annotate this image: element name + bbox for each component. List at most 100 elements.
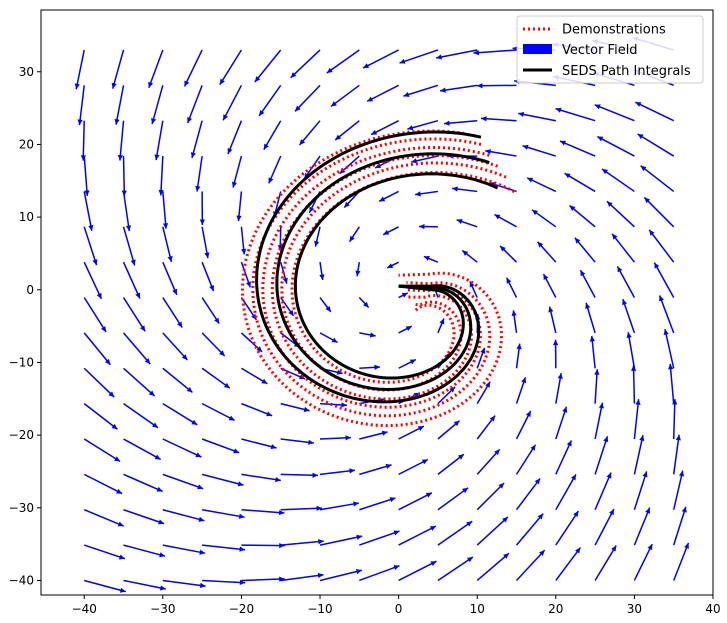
vector-arrow <box>148 49 164 89</box>
vector-arrow <box>123 473 163 493</box>
vector-arrow <box>476 415 496 440</box>
legend-vector-field-label: Vector Field <box>562 43 638 58</box>
vector-arrow <box>399 49 439 64</box>
vector-arrow <box>154 120 164 161</box>
vector-arrow <box>162 544 206 555</box>
vector-arrow <box>122 226 136 266</box>
vector-arrow <box>531 209 557 228</box>
vector-arrow <box>398 492 433 511</box>
vector-arrow <box>241 402 273 417</box>
vector-arrow <box>606 200 635 228</box>
vector-arrow <box>201 438 240 454</box>
vector-arrow <box>111 49 125 89</box>
vector-arrow <box>241 576 285 582</box>
vector-arrow <box>359 364 380 370</box>
vector-arrow <box>114 85 125 125</box>
vector-arrow <box>476 448 501 475</box>
legend-vector-field-swatch <box>523 44 552 54</box>
vector-arrow <box>162 297 183 328</box>
vector-arrow <box>121 156 127 197</box>
vector-arrow <box>263 120 282 150</box>
y-axis-ticks: −40 −30 −20 −10 0 10 20 30 <box>9 65 41 587</box>
vector-arrow <box>240 332 263 353</box>
vector-arrow <box>594 369 600 404</box>
vector-arrow <box>162 579 206 588</box>
vector-arrow <box>553 339 559 369</box>
vector-arrow <box>240 297 257 321</box>
vector-arrow <box>518 111 556 122</box>
vector-arrow <box>83 403 118 430</box>
vector-arrow <box>319 297 332 313</box>
vector-arrow <box>633 507 651 546</box>
vector-arrow <box>319 534 363 546</box>
vector-arrow <box>359 564 400 582</box>
vector-arrow <box>123 367 156 397</box>
vector-arrow <box>83 332 111 366</box>
vector-arrow <box>461 249 478 263</box>
vector-arrow <box>411 155 439 164</box>
vector-arrow <box>423 255 439 263</box>
vector-arrow <box>672 434 681 475</box>
vector-arrow <box>559 140 596 157</box>
vector-arrow <box>241 367 268 385</box>
seds-path-2 <box>275 152 490 392</box>
vector-arrow <box>378 190 399 202</box>
vector-arrow <box>437 318 445 334</box>
vector-arrow <box>158 156 164 196</box>
vector-arrow <box>555 547 581 581</box>
vector-arrow <box>663 328 675 369</box>
vector-arrow <box>162 509 205 522</box>
vector-arrow <box>219 49 243 85</box>
vector-arrow <box>633 399 641 440</box>
vector-arrow <box>162 367 193 393</box>
vector-arrow <box>407 119 439 131</box>
legend-seds-label: SEDS Path Integrals <box>562 64 691 79</box>
vector-arrow <box>673 542 690 581</box>
seds-path-3 <box>293 172 499 380</box>
vector-arrow <box>162 191 169 229</box>
vector-arrow <box>202 579 246 586</box>
vector-arrow <box>319 402 347 408</box>
vector-arrow <box>653 262 675 298</box>
vector-arrow <box>398 358 417 369</box>
vector-arrow <box>294 84 321 112</box>
vector-arrow <box>476 381 491 405</box>
vector-arrow <box>277 226 283 251</box>
legend-demonstrations-label: Demonstrations <box>562 23 666 38</box>
vector-arrow <box>473 49 517 56</box>
vector-arrow <box>334 120 360 141</box>
vector-arrow <box>398 425 425 440</box>
vector-arrow <box>637 133 675 157</box>
vector-arrow <box>452 186 478 193</box>
y-tick-label: 10 <box>19 210 34 224</box>
y-tick-label: −10 <box>9 355 34 369</box>
vector-arrow <box>343 190 360 209</box>
vector-arrow <box>122 297 146 332</box>
vector-arrow <box>326 49 360 74</box>
vector-arrow <box>122 191 132 232</box>
legend-box <box>516 15 704 84</box>
vector-arrow <box>668 363 675 404</box>
vector-arrow <box>626 332 636 369</box>
vector-arrow <box>319 468 355 476</box>
vector-arrow <box>437 487 469 511</box>
vector-arrow <box>515 477 541 511</box>
vector-arrow <box>616 266 636 298</box>
vector-arrow <box>201 402 236 422</box>
vector-arrow <box>594 402 604 440</box>
vector-arrow <box>476 552 510 582</box>
vector-arrow <box>476 516 509 546</box>
vector-arrow <box>505 277 518 298</box>
vector-arrow <box>348 226 360 243</box>
vector-arrow <box>555 406 568 440</box>
vector-arrow <box>254 49 282 83</box>
vector-arrow <box>201 226 210 259</box>
x-axis-ticks: −40 −30 −20 −10 0 10 20 30 40 <box>72 595 721 616</box>
vector-arrow <box>542 273 557 298</box>
vector-arrow <box>183 49 203 87</box>
demonstration-curve-1 <box>240 129 503 428</box>
vector-arrow <box>162 332 188 361</box>
vector-arrow <box>162 402 198 426</box>
vector-arrow <box>362 49 399 69</box>
vector-arrow <box>437 420 461 440</box>
